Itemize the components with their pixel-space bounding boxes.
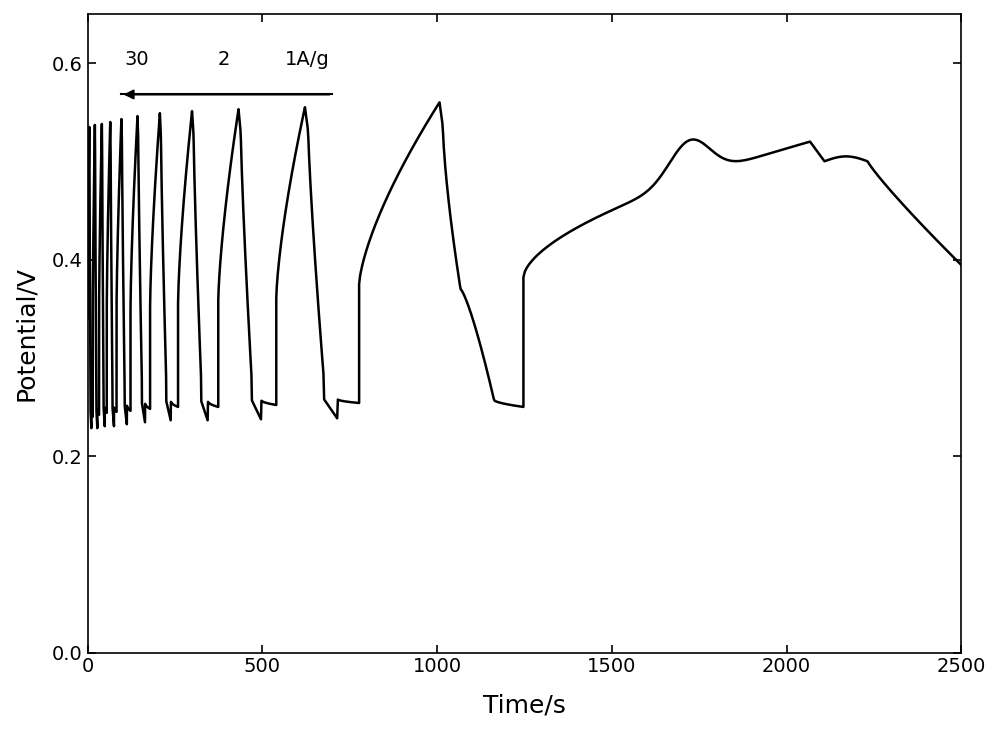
Text: 2: 2: [218, 50, 230, 69]
Y-axis label: Potential/V: Potential/V: [14, 266, 38, 401]
X-axis label: Time/s: Time/s: [483, 693, 566, 717]
Text: 30: 30: [124, 50, 149, 69]
Text: 1A/g: 1A/g: [285, 50, 330, 69]
